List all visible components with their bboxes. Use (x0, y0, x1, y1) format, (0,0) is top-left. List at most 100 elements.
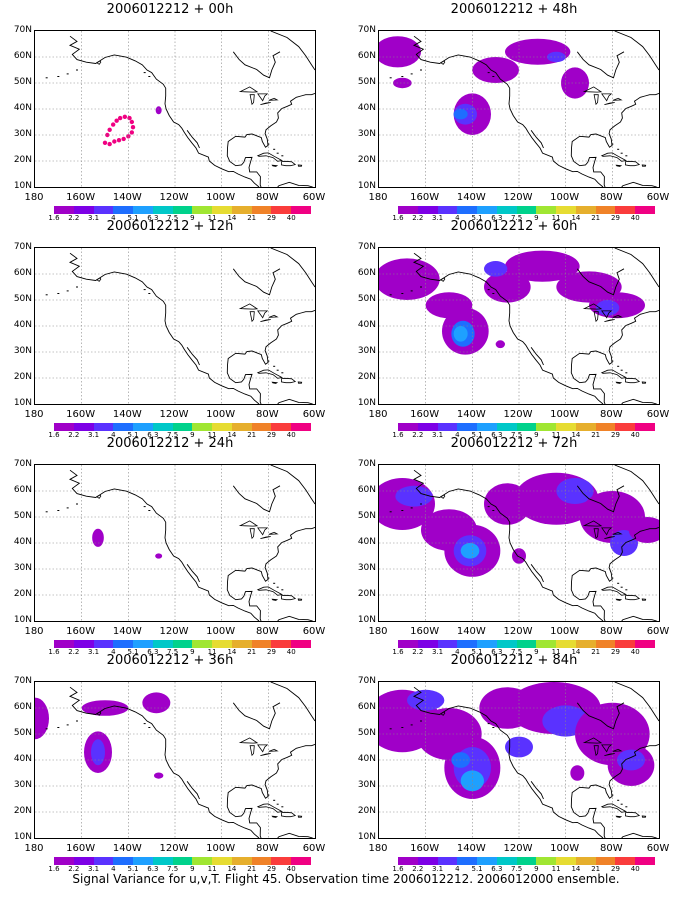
coastline (260, 753, 271, 756)
colorbar-swatch (417, 206, 438, 214)
island (617, 582, 620, 584)
observation-point (130, 125, 136, 130)
colorbar-swatch (615, 423, 636, 431)
coastline (412, 252, 604, 404)
y-tick-label: 60N (357, 485, 376, 495)
x-tick-label: 140W (112, 192, 142, 203)
island (66, 73, 69, 75)
coastline (271, 381, 279, 384)
coastline (238, 520, 259, 527)
coastline (412, 686, 604, 838)
coastline (530, 130, 544, 149)
colorbar-label: 9 (534, 214, 539, 222)
island (620, 152, 623, 154)
coastline (614, 682, 659, 722)
colorbar-label: 14 (571, 431, 581, 439)
colorbar-swatch (496, 423, 517, 431)
colorbar-label: 1.6 (392, 865, 404, 873)
colorbar-label: 29 (266, 214, 276, 222)
colorbar-label: 9 (534, 431, 539, 439)
colorbar-label: 7.5 (167, 648, 179, 656)
colorbar-label: 9 (190, 214, 195, 222)
colorbar-swatch (212, 857, 232, 865)
panel-title: 2006012212 + 48h (450, 2, 578, 17)
colorbar-swatch (635, 423, 655, 431)
colorbar-swatch (536, 206, 557, 214)
coastline (232, 702, 281, 730)
figure-caption: Signal Variance for u,v,T. Flight 45. Ob… (72, 872, 620, 886)
coastline (601, 744, 613, 753)
x-tick-label: 80W (600, 192, 623, 203)
colorbar (398, 640, 655, 648)
coastline (256, 369, 284, 379)
y-tick-label: 60N (357, 268, 376, 278)
colorbar-swatch (251, 857, 272, 865)
observation-point (112, 139, 117, 144)
island (276, 803, 279, 805)
island (45, 511, 48, 513)
colorbar-swatch (615, 206, 636, 214)
map-canvas (379, 682, 659, 838)
y-tick-label: 70N (13, 242, 32, 252)
coastline (297, 598, 303, 601)
colorbar-label: 21 (247, 214, 257, 222)
colorbar-label: 5.1 (127, 865, 139, 873)
coastline (582, 737, 603, 744)
map-canvas (35, 682, 315, 838)
colorbar-swatch (73, 423, 94, 431)
colorbar-swatch (212, 206, 232, 214)
colorbar-label: 21 (591, 648, 601, 656)
coastline (582, 86, 603, 93)
colorbar-swatch (477, 640, 497, 648)
coastline (226, 309, 315, 404)
map-area (378, 681, 660, 839)
island (143, 723, 146, 725)
colorbar-swatch (73, 857, 94, 865)
y-tick-label: 50N (357, 294, 376, 304)
colorbar-label: 14 (227, 214, 237, 222)
map-area (378, 247, 660, 405)
colorbar-label: 2.2 (412, 214, 424, 222)
island (76, 69, 78, 71)
coastline (624, 160, 641, 167)
colorbar-label: 9 (190, 865, 195, 873)
y-tick-label: 40N (357, 754, 376, 764)
colorbar-label: 1.6 (392, 648, 404, 656)
island (487, 289, 490, 291)
colorbar-label: 7.5 (167, 865, 179, 873)
colorbar-label: 14 (227, 865, 237, 873)
coastline (268, 97, 279, 101)
y-tick-label: 30N (357, 780, 376, 790)
coastline (297, 381, 303, 384)
coastline (280, 811, 297, 818)
y-tick-label: 20N (13, 372, 32, 382)
coastline (249, 528, 255, 540)
observation-point (102, 140, 108, 145)
colorbar-label: 29 (610, 648, 620, 656)
colorbar-swatch (575, 640, 596, 648)
coastline (530, 781, 544, 800)
y-tick-label: 30N (357, 563, 376, 573)
colorbar-label: 3.1 (87, 214, 100, 222)
variance-contour (547, 51, 566, 63)
y-tick-label: 50N (13, 294, 32, 304)
colorbar-label: 11 (551, 648, 561, 656)
y-tick-label: 10N (13, 615, 32, 625)
coastline (270, 465, 315, 505)
colorbar-label: 21 (247, 648, 257, 656)
y-tick-label: 20N (13, 589, 32, 599)
colorbar-label: 11 (551, 431, 561, 439)
colorbar-labels: 1.6 2.2 3.1 4 5.1 6.3 7.5 9 11 14 21 29 40 (48, 431, 324, 441)
variance-contour (393, 77, 412, 89)
colorbar-label: 2.2 (412, 865, 424, 873)
coastline (601, 310, 613, 319)
colorbar-swatch (212, 423, 232, 431)
variance-contour (154, 772, 164, 779)
observation-point (122, 114, 128, 120)
colorbar-swatch (172, 857, 193, 865)
colorbar-label: 3.1 (431, 865, 444, 873)
island (625, 589, 628, 591)
map-panel: 2006012212 + 84h 70N 60N 50N 40N 30N 20N 10N 180… (344, 651, 684, 873)
x-tick-label: 140W (456, 626, 486, 637)
island (487, 72, 490, 74)
